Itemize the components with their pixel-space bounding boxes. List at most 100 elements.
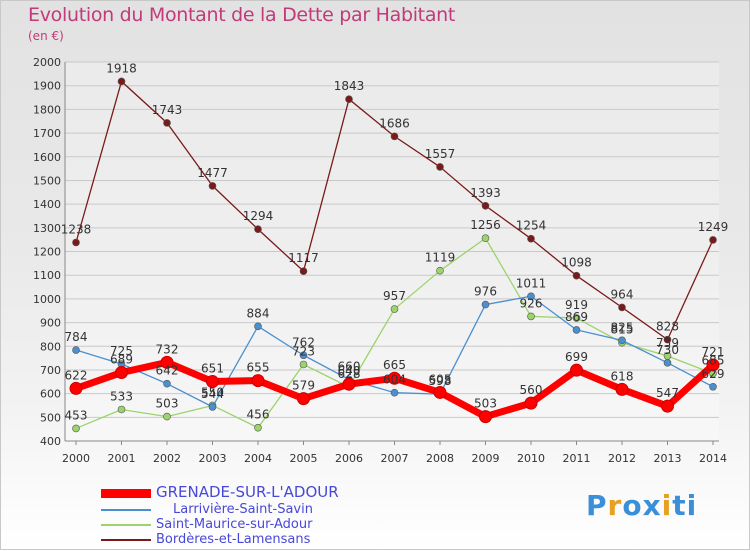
chart-title: Evolution du Montant de la Dette par Hab…	[28, 4, 456, 26]
data-label: 1843	[334, 79, 365, 93]
data-label: 884	[247, 306, 270, 320]
data-point	[299, 360, 308, 369]
data-point	[72, 238, 80, 247]
data-label: 1119	[425, 251, 456, 265]
y-tick-label: 1400	[33, 198, 61, 211]
data-label: 699	[565, 350, 588, 364]
data-label: 598	[429, 374, 452, 388]
data-label: 723	[292, 344, 315, 358]
data-point	[208, 182, 217, 190]
data-point	[572, 271, 581, 280]
data-label: 685	[702, 353, 725, 367]
data-label: 642	[156, 364, 179, 378]
data-label: 547	[656, 386, 679, 400]
data-label: 1557	[425, 147, 456, 161]
logo-letter: t	[672, 489, 687, 522]
legend-label: Larrivière-Saint-Savin	[173, 502, 313, 517]
data-label: 784	[65, 330, 88, 344]
data-label: 604	[383, 373, 406, 387]
data-point	[527, 312, 535, 321]
y-tick-label: 1300	[33, 222, 61, 235]
x-tick-label: 2011	[563, 452, 591, 465]
legend-item-saint-maurice: Saint-Maurice-sur-Adour	[101, 517, 401, 533]
data-point	[206, 375, 219, 389]
proxiti-logo: Proxiti	[586, 489, 697, 522]
data-point	[615, 382, 629, 396]
x-tick-label: 2006	[335, 452, 363, 465]
data-point	[527, 292, 535, 301]
data-label: 1238	[61, 222, 92, 236]
data-label: 628	[338, 367, 361, 381]
data-point	[663, 359, 672, 367]
data-point	[163, 119, 171, 127]
data-label: 1249	[698, 220, 729, 234]
data-point	[72, 424, 80, 433]
data-point	[117, 77, 126, 86]
data-point	[436, 266, 444, 275]
data-label: 665	[383, 358, 406, 372]
data-label: 660	[338, 359, 361, 373]
data-point	[163, 379, 171, 388]
data-label: 689	[110, 353, 133, 367]
data-label: 651	[201, 362, 224, 376]
data-label: 655	[247, 361, 270, 375]
data-point	[663, 335, 672, 344]
logo-letter: r	[607, 489, 623, 522]
legend-swatch	[101, 489, 151, 498]
data-label: 1393	[470, 186, 501, 200]
data-point	[479, 410, 492, 424]
data-point	[117, 405, 126, 414]
data-label: 964	[611, 287, 634, 301]
data-point	[618, 336, 626, 345]
y-tick-label: 1700	[33, 127, 61, 140]
data-label: 456	[247, 408, 270, 422]
x-tick-label: 2003	[199, 452, 227, 465]
data-point	[481, 300, 490, 309]
chart-subtitle: (en €)	[28, 29, 64, 43]
x-tick-label: 2001	[108, 452, 136, 465]
data-label: 622	[65, 368, 88, 382]
data-label: 759	[656, 336, 679, 350]
data-label: 828	[656, 320, 679, 334]
data-point	[299, 351, 308, 360]
data-label: 1918	[106, 61, 137, 75]
data-point	[527, 234, 535, 243]
data-point	[254, 225, 262, 234]
legend-item-larriviere: Larrivière-Saint-Savin	[101, 502, 401, 518]
data-point	[481, 201, 490, 210]
y-tick-label: 1000	[33, 293, 61, 306]
data-label: 1117	[288, 251, 319, 265]
y-tick-label: 1900	[33, 80, 61, 93]
legend-label: Bordères-et-Lamensans	[156, 532, 311, 547]
x-tick-label: 2000	[62, 452, 90, 465]
data-point	[570, 363, 583, 377]
data-label: 815	[611, 323, 634, 337]
data-label: 605	[429, 372, 452, 386]
data-label: 721	[702, 345, 725, 359]
legend-label: Saint-Maurice-sur-Adour	[156, 517, 313, 532]
data-label: 1294	[243, 209, 274, 223]
data-point	[436, 163, 444, 171]
data-point	[572, 314, 581, 322]
data-label: 825	[611, 320, 634, 334]
data-label: 1254	[516, 219, 547, 233]
legend-swatch	[101, 539, 151, 541]
y-tick-label: 1600	[33, 151, 61, 164]
logo-letter: o	[622, 489, 643, 522]
data-label: 1011	[516, 276, 547, 290]
data-point	[390, 132, 399, 141]
data-label: 1477	[197, 166, 228, 180]
x-tick-label: 2005	[290, 452, 318, 465]
y-tick-label: 1800	[33, 103, 61, 116]
data-point	[433, 385, 447, 399]
data-point	[69, 381, 83, 395]
data-point	[388, 371, 401, 385]
data-label: 1098	[561, 256, 592, 270]
data-point	[709, 236, 717, 244]
y-tick-label: 1500	[33, 174, 61, 187]
data-point	[72, 346, 80, 354]
y-tick-label: 1100	[33, 269, 61, 282]
data-point	[661, 399, 674, 413]
